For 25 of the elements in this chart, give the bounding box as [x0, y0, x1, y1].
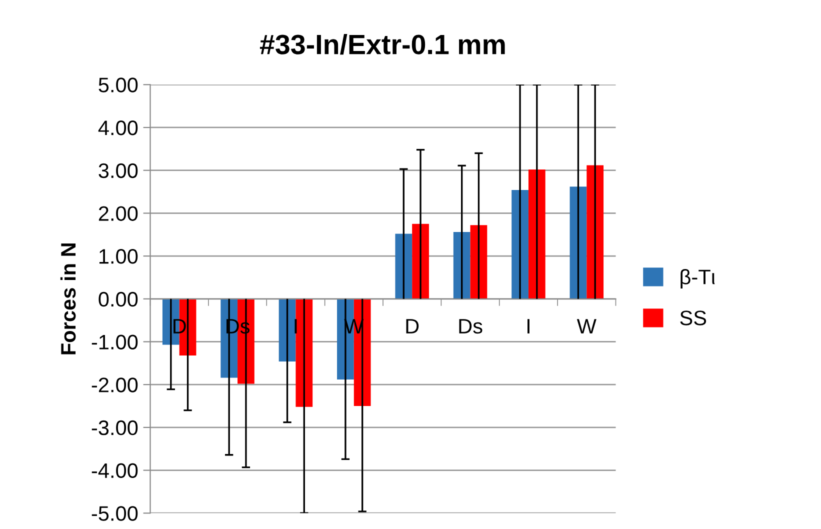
x-tick-label: W	[576, 319, 596, 334]
x-tick-label: Ds	[459, 319, 482, 334]
y-tick-label: 1.00	[99, 249, 138, 264]
y-tick-label: 0.00	[98, 292, 138, 307]
x-tick-label: I	[294, 319, 297, 334]
chart-title: #33-In/Extr-0.1 mm	[260, 34, 505, 55]
y-tick-label: -3.00	[92, 420, 138, 436]
y-tick-label: 5.00	[98, 78, 138, 92]
bar	[395, 234, 412, 299]
y-tick-label: -1.00	[92, 334, 138, 350]
y-tick-label: -2.00	[92, 378, 138, 392]
y-tick-label: 2.00	[98, 206, 138, 221]
legend-label: β-Tι	[680, 269, 715, 288]
bar	[296, 298, 313, 407]
x-tick-label: I	[527, 319, 530, 334]
y-axis-title: Forces in N	[60, 244, 76, 354]
y-tick-label: -5.00	[92, 506, 138, 521]
legend-label: SS	[680, 310, 706, 326]
bar	[586, 165, 604, 299]
y-tick-label: 4.00	[98, 120, 138, 136]
x-tick-label: D	[406, 319, 419, 334]
y-tick-label: 3.00	[98, 163, 138, 178]
bar	[453, 232, 470, 299]
bar	[528, 169, 546, 299]
y-tick-label: -4.00	[92, 463, 138, 478]
